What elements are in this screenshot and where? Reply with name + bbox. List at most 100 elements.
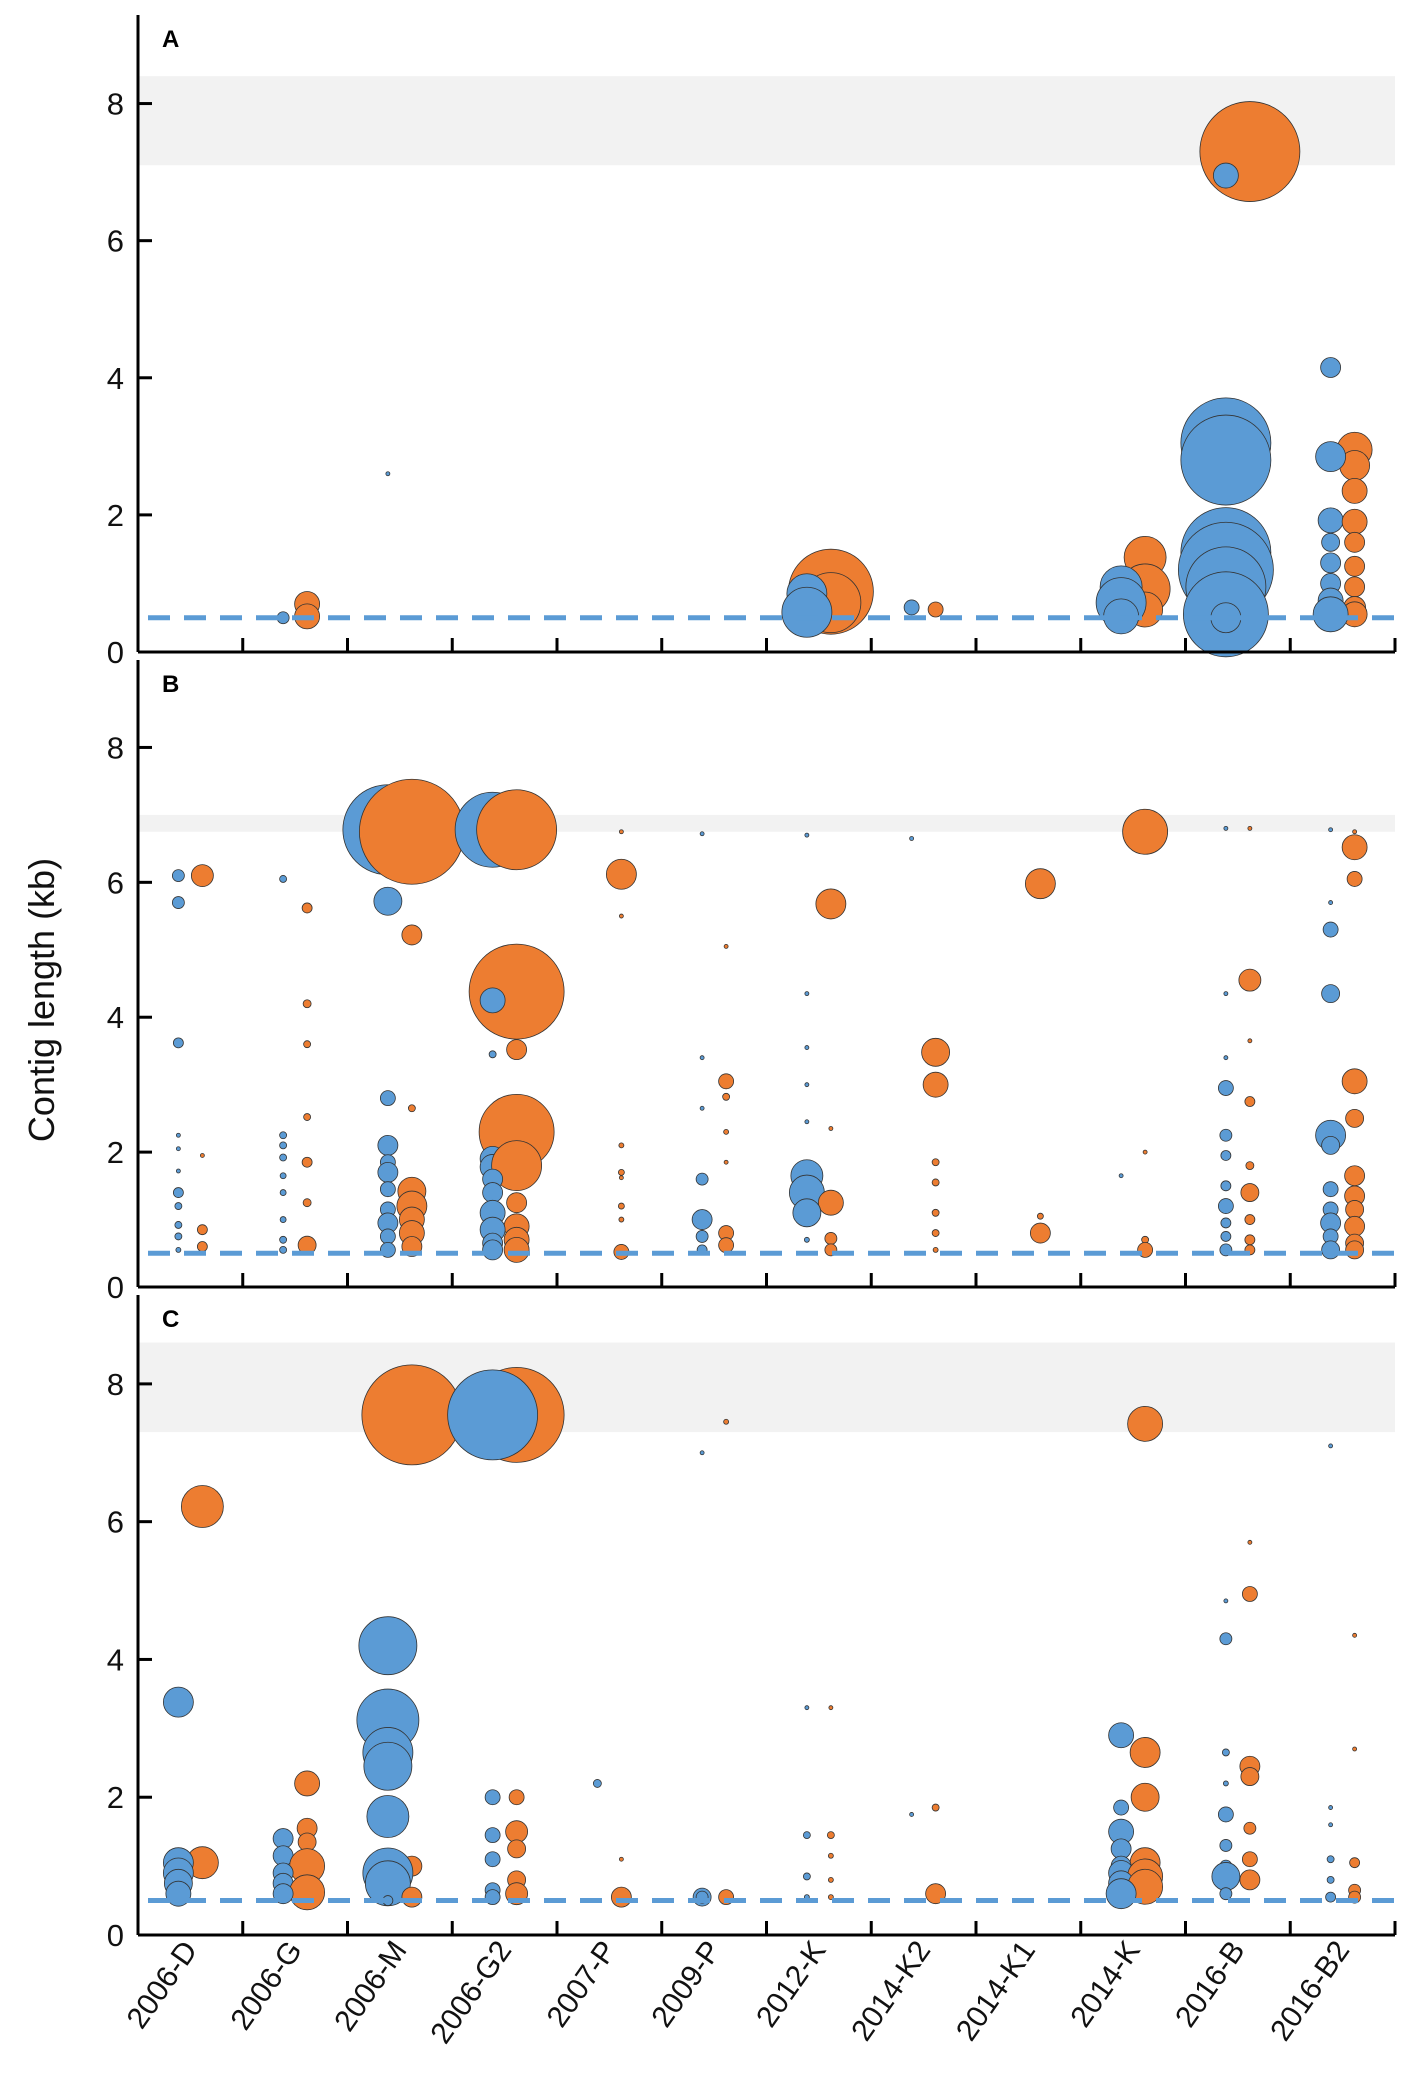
data-point-blue (592, 1779, 602, 1788)
data-point-orange (1243, 1821, 1257, 1835)
data-point-orange (618, 1856, 624, 1862)
data-point-blue (1219, 1128, 1233, 1142)
x-category-label: 2014-K1 (950, 1935, 1042, 2047)
data-point-blue (1220, 1180, 1232, 1192)
data-point-orange (723, 1128, 730, 1135)
data-point-orange (617, 1202, 625, 1210)
data-point-orange (1341, 508, 1368, 535)
data-point-blue (804, 1705, 810, 1711)
data-point-blue (1113, 1799, 1130, 1816)
data-point-orange (1241, 1586, 1258, 1602)
data-point-blue (792, 1198, 822, 1228)
data-point-orange (931, 1208, 940, 1217)
data-point-blue (909, 836, 915, 841)
data-point-orange (718, 1237, 735, 1254)
data-point-blue (1328, 1805, 1334, 1810)
data-point-orange (1341, 477, 1368, 504)
data-point-blue (699, 1450, 705, 1456)
data-point-orange (1341, 1068, 1368, 1095)
data-point-blue (1321, 1135, 1341, 1155)
data-point-blue (171, 896, 185, 909)
data-point-blue (1317, 507, 1344, 534)
data-point-orange (1349, 1857, 1361, 1869)
panel-label: C (162, 1306, 179, 1333)
data-point-blue (1108, 1722, 1135, 1749)
data-point-blue (695, 1172, 709, 1186)
panel-label: A (162, 26, 179, 53)
data-point-orange (301, 902, 313, 914)
data-point-blue (1223, 825, 1229, 831)
data-point-blue (1328, 827, 1334, 833)
data-point-blue (699, 1055, 705, 1061)
y-tick-label: 0 (107, 635, 124, 670)
data-point-orange (824, 1232, 838, 1245)
data-point-orange (1345, 1240, 1365, 1260)
x-category-label: 2012-K (750, 1935, 833, 2033)
data-point-orange (828, 1126, 834, 1131)
data-point-blue (279, 1172, 287, 1180)
data-point-orange (723, 1159, 729, 1165)
data-point-orange (1352, 1746, 1358, 1752)
data-point-blue (279, 1189, 287, 1196)
data-point-blue (484, 1851, 501, 1868)
data-point-orange (1346, 871, 1363, 887)
x-category-label: 2016-B2 (1264, 1935, 1356, 2047)
data-point-orange (507, 1839, 527, 1859)
data-point-orange (1238, 968, 1262, 992)
data-point-blue (1219, 1887, 1233, 1901)
y-tick-label: 2 (107, 1135, 124, 1170)
data-point-orange (826, 1831, 835, 1840)
y-tick-label: 4 (107, 1000, 124, 1035)
data-point-blue (1328, 900, 1334, 905)
data-point-blue (1320, 357, 1342, 378)
data-point-blue (276, 611, 290, 625)
panel-a: 0 2 4 6 8 A (107, 15, 1397, 670)
y-axis-label: Contig length (kb) (21, 858, 62, 1142)
data-point-orange (1241, 1851, 1258, 1868)
data-point-blue (802, 1872, 811, 1881)
data-point-blue (358, 1616, 418, 1676)
data-point-orange (1142, 1149, 1148, 1155)
data-point-blue (172, 1187, 184, 1198)
data-point-blue (1118, 1173, 1124, 1179)
y-tick-label: 2 (107, 498, 124, 533)
data-point-orange (199, 1153, 205, 1158)
data-point-orange (1344, 531, 1366, 553)
data-point-blue (699, 831, 705, 837)
data-point-orange (931, 1158, 940, 1167)
data-point-orange (922, 1071, 949, 1098)
data-point-orange (1244, 1096, 1256, 1107)
y-tick-label: 8 (107, 1367, 124, 1402)
data-point-orange (401, 1886, 423, 1908)
data-point-orange (1344, 555, 1366, 577)
data-point-blue (1211, 1862, 1241, 1891)
data-point-orange (1127, 1405, 1164, 1442)
data-point-orange (1244, 1214, 1256, 1225)
data-point-blue (484, 1827, 501, 1844)
data-point-blue (379, 1090, 396, 1107)
y-tick-label: 4 (107, 1642, 124, 1677)
data-point-orange (618, 913, 624, 919)
data-point-orange (932, 1247, 939, 1253)
data-point-orange (927, 601, 944, 618)
data-point-orange (301, 1156, 313, 1168)
data-point-orange (815, 888, 847, 920)
data-point-orange (931, 1229, 940, 1237)
y-tick-label: 4 (107, 361, 124, 396)
data-point-blue (272, 1883, 294, 1905)
y-tick-label: 6 (107, 865, 124, 900)
data-point-orange (407, 1104, 416, 1113)
data-point-orange (1247, 825, 1253, 831)
data-point-blue (691, 1209, 713, 1230)
x-category-labels: 2006-D 2006-G 2006-M 2006-G2 2007-P 2009-P 201… (121, 1935, 1357, 2050)
data-point-blue (175, 1146, 181, 1152)
data-point-orange (618, 1142, 625, 1149)
data-point-blue (379, 1228, 396, 1245)
data-point-blue (1220, 1217, 1232, 1229)
data-point-orange (508, 1789, 525, 1806)
data-point-orange (827, 1876, 834, 1883)
data-point-blue (373, 886, 403, 916)
data-point-orange (302, 1198, 312, 1208)
